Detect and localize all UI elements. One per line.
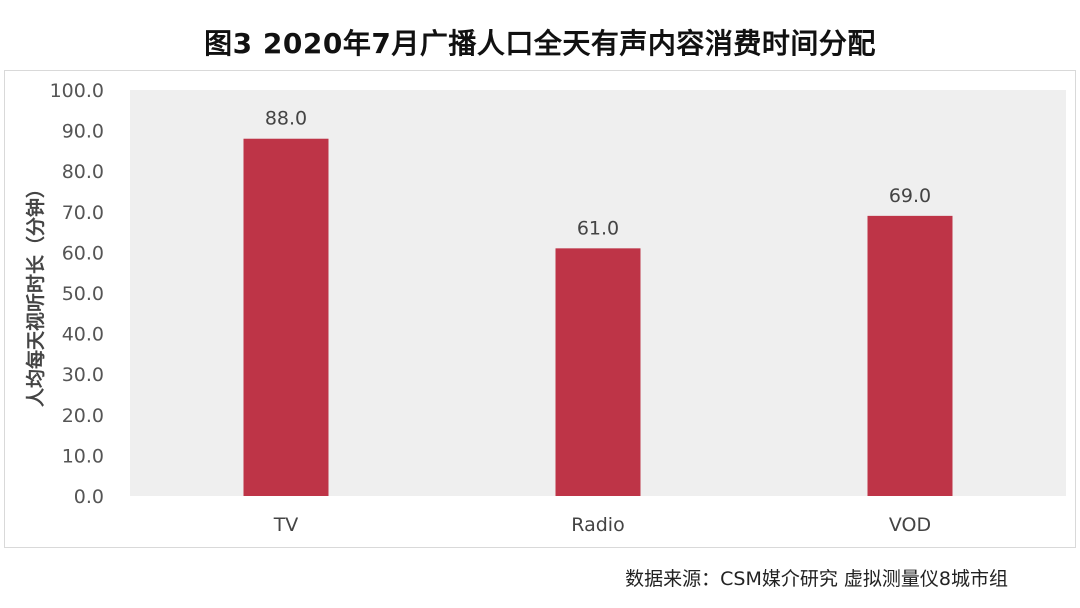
chart-title: 图3 2020年7月广播人口全天有声内容消费时间分配 [204, 27, 876, 60]
y-tick-label: 90.0 [62, 121, 104, 143]
y-tick-label: 100.0 [50, 80, 104, 102]
y-tick-label: 70.0 [62, 202, 104, 224]
bar-radio [555, 248, 641, 496]
y-tick-label: 80.0 [62, 161, 104, 183]
chart-frame [4, 70, 1076, 548]
y-tick-label: 30.0 [62, 364, 104, 386]
y-tick-label: 40.0 [62, 324, 104, 346]
y-tick-label: 60.0 [62, 242, 104, 264]
data-label: 88.0 [265, 108, 307, 130]
bar-vod [867, 215, 953, 497]
y-tick-label: 10.0 [62, 445, 104, 467]
bar-tv [243, 138, 329, 496]
x-tick-label: Radio [571, 514, 624, 536]
y-tick-label: 50.0 [62, 283, 104, 305]
data-label: 61.0 [577, 217, 619, 239]
data-label: 69.0 [889, 185, 931, 207]
source-note: 数据来源：CSM媒介研究 虚拟测量仪8城市组 [625, 568, 1008, 590]
y-axis-title: 人均每天视听时长（分钟） [24, 179, 47, 407]
y-tick-label: 0.0 [74, 486, 104, 508]
x-tick-label: TV [273, 514, 299, 536]
x-tick-label: VOD [889, 514, 931, 536]
y-tick-label: 20.0 [62, 405, 104, 427]
